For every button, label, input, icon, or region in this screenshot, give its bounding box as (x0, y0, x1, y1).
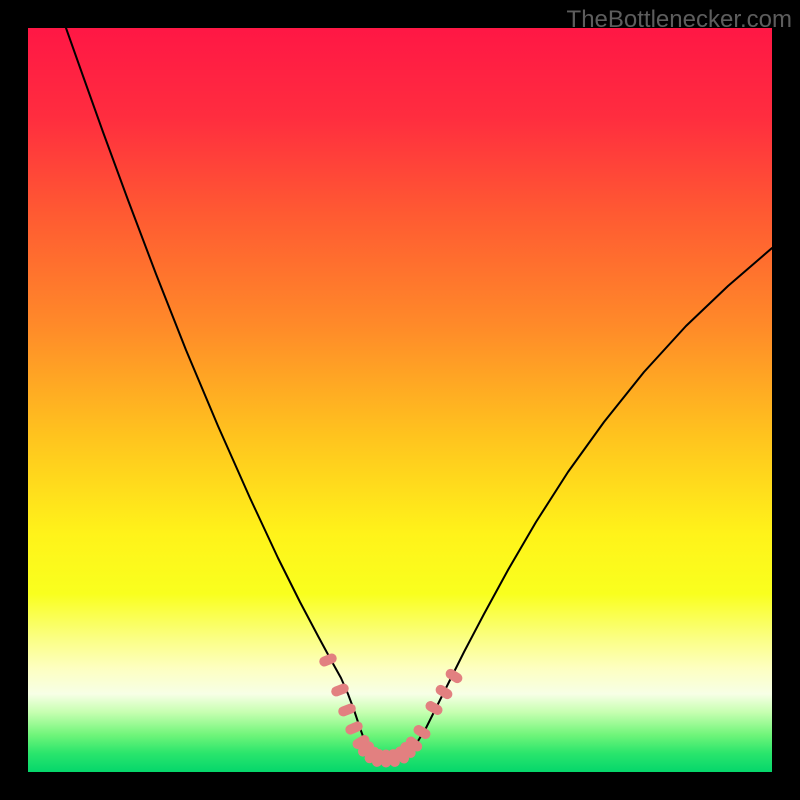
valley-markers (318, 652, 464, 768)
watermark-text: TheBottlenecker.com (567, 6, 792, 34)
valley-marker (434, 683, 455, 701)
bottleneck-curve (66, 28, 772, 759)
valley-marker (337, 702, 357, 718)
plot-area (28, 28, 772, 772)
valley-marker (330, 682, 350, 698)
valley-marker (412, 723, 433, 740)
valley-marker (444, 667, 465, 685)
curve-layer (28, 28, 772, 772)
